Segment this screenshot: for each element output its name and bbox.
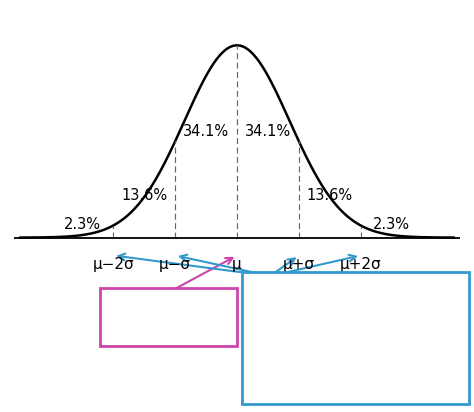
Text: σ = Standard Deviation: σ = Standard Deviation [264, 293, 447, 307]
Text: μ: μ [232, 258, 242, 272]
Text: 13.6%: 13.6% [307, 188, 353, 203]
Text: 13.6%: 13.6% [121, 188, 167, 203]
Text: μ−2σ: μ−2σ [92, 258, 134, 272]
Text: μ+2σ: μ+2σ [340, 258, 382, 272]
Text: μ−σ: μ−σ [159, 258, 191, 272]
Text: μ+σ: μ+σ [283, 258, 315, 272]
Text: 34.1%: 34.1% [183, 124, 229, 139]
Text: 2.3%: 2.3% [373, 217, 410, 232]
Text: Notice Standard Deviation is
added or subtracted in
relation to the distance to : Notice Standard Deviation is added or su… [261, 313, 438, 371]
Text: 34.1%: 34.1% [245, 124, 291, 139]
Text: 2.3%: 2.3% [64, 217, 101, 232]
Text: μ = mean: μ = mean [124, 308, 213, 326]
